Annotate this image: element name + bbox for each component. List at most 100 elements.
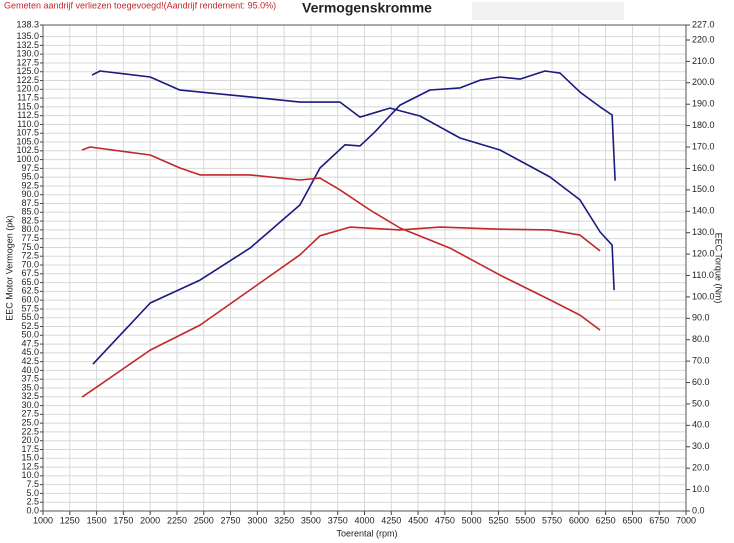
x-tick-label: 5500	[515, 515, 535, 525]
y2-tick-label: 160.0	[692, 163, 715, 173]
x-tick-label: 4750	[435, 515, 455, 525]
x-tick-label: 1500	[87, 515, 107, 525]
y-tick-label: 37.5	[21, 374, 39, 384]
y-tick-label: 127.5	[16, 57, 39, 67]
y2-tick-label: 20.0	[692, 463, 710, 473]
y-tick-label: 115.0	[17, 101, 39, 111]
y-axis-label: EEC Motor Vermogen (pk)	[4, 215, 14, 321]
chart-title: Vermogenskromme	[302, 0, 432, 16]
y-tick-label: 132.5	[16, 40, 39, 50]
y-tick-label: 70.0	[21, 259, 39, 269]
y-tick-label: 102.5	[16, 145, 39, 155]
x-tick-label: 3750	[328, 515, 348, 525]
y-tick-label: 135.0	[16, 31, 39, 41]
x-tick-label: 6750	[649, 515, 669, 525]
y2-tick-label: 60.0	[692, 377, 710, 387]
series-line	[81, 146, 601, 331]
y-tick-label: 7.5	[26, 479, 39, 489]
y2-tick-label: 120.0	[692, 248, 715, 258]
x-tick-label: 7000	[676, 515, 696, 525]
y-tick-label: 42.5	[21, 356, 39, 366]
y-tick-label: 87.5	[21, 198, 39, 208]
y-tick-label: 2.5	[26, 497, 39, 507]
y-tick-label: 85.0	[21, 207, 39, 217]
y-tick-label: 107.5	[16, 128, 39, 138]
y-tick-label: 110.0	[17, 119, 39, 129]
y2-tick-label: 170.0	[692, 141, 715, 151]
x-tick-label: 1750	[113, 515, 133, 525]
y-tick-label: 130.0	[16, 49, 39, 59]
x-tick-label: 5000	[462, 515, 482, 525]
x-tick-label: 4250	[381, 515, 401, 525]
plot-frame	[42, 24, 687, 512]
x-tick-label: 2500	[194, 515, 214, 525]
y-tick-label: 122.5	[16, 75, 39, 85]
y-tick-label: 138.3	[16, 19, 39, 29]
series-line	[92, 70, 616, 365]
y-tick-label: 117.5	[17, 92, 39, 102]
y-tick-label: 82.5	[21, 215, 39, 225]
series-line	[81, 226, 601, 398]
y2-tick-label: 140.0	[692, 206, 715, 216]
y-tick-label: 112.5	[17, 110, 39, 120]
y2-tick-label: 40.0	[692, 420, 710, 430]
y-tick-label: 57.5	[21, 303, 39, 313]
series-line	[91, 70, 615, 291]
y-tick-label: 0.0	[26, 505, 39, 515]
y2-tick-label: 70.0	[692, 356, 710, 366]
x-tick-label: 6000	[569, 515, 589, 525]
y-tick-label: 20.0	[21, 435, 39, 445]
y-tick-label: 100.0	[16, 154, 39, 164]
y2-tick-label: 220.0	[692, 34, 715, 44]
header-box	[472, 2, 624, 20]
y-tick-label: 120.0	[16, 84, 39, 94]
y-tick-label: 25.0	[21, 418, 39, 428]
y-tick-label: 15.0	[21, 453, 39, 463]
x-tick-label: 3250	[274, 515, 294, 525]
subtitle: Gemeten aandrijf verliezen toegevoegd!(A…	[4, 0, 276, 10]
y-tick-label: 62.5	[21, 286, 39, 296]
y-tick-label: 95.0	[21, 172, 39, 182]
y-tick-label: 12.5	[21, 461, 39, 471]
x-axis-label: Toerental (rpm)	[336, 528, 397, 538]
y-tick-label: 90.0	[21, 189, 39, 199]
y-tick-label: 5.0	[26, 488, 39, 498]
x-tick-label: 5250	[488, 515, 508, 525]
y-tick-label: 35.0	[21, 382, 39, 392]
y-tick-label: 60.0	[21, 295, 39, 305]
y-tick-label: 17.5	[21, 444, 39, 454]
x-tick-label: 3500	[301, 515, 321, 525]
y-tick-label: 52.5	[21, 321, 39, 331]
y2-tick-label: 30.0	[692, 441, 710, 451]
y-tick-label: 125.0	[16, 66, 39, 76]
y-tick-label: 50.0	[21, 330, 39, 340]
y2-tick-label: 100.0	[692, 291, 715, 301]
x-tick-label: 3000	[247, 515, 267, 525]
y2-tick-label: 110.0	[692, 270, 714, 280]
y-tick-label: 45.0	[21, 347, 39, 357]
y-tick-label: 47.5	[21, 338, 39, 348]
y2-tick-label: 227.0	[692, 19, 715, 29]
y-tick-label: 65.0	[21, 277, 39, 287]
y-tick-label: 22.5	[21, 426, 39, 436]
y2-tick-label: 10.0	[692, 484, 710, 494]
y2-tick-label: 90.0	[692, 313, 710, 323]
y-tick-label: 27.5	[21, 409, 39, 419]
y2-tick-label: 210.0	[692, 56, 715, 66]
y-tick-label: 97.5	[21, 163, 39, 173]
x-tick-label: 4000	[354, 515, 374, 525]
y-tick-label: 40.0	[21, 365, 39, 375]
y2-tick-label: 80.0	[692, 334, 710, 344]
y2-tick-label: 190.0	[692, 99, 715, 109]
x-tick-label: 6250	[596, 515, 616, 525]
y-tick-label: 75.0	[21, 242, 39, 252]
x-tick-label: 2000	[140, 515, 160, 525]
y2-tick-label: 0.0	[692, 505, 705, 515]
y2-tick-label: 130.0	[692, 227, 715, 237]
x-tick-label: 2250	[167, 515, 187, 525]
x-tick-label: 1250	[60, 515, 80, 525]
y-tick-label: 30.0	[21, 400, 39, 410]
y-tick-label: 55.0	[21, 312, 39, 322]
y-tick-label: 80.0	[21, 224, 39, 234]
